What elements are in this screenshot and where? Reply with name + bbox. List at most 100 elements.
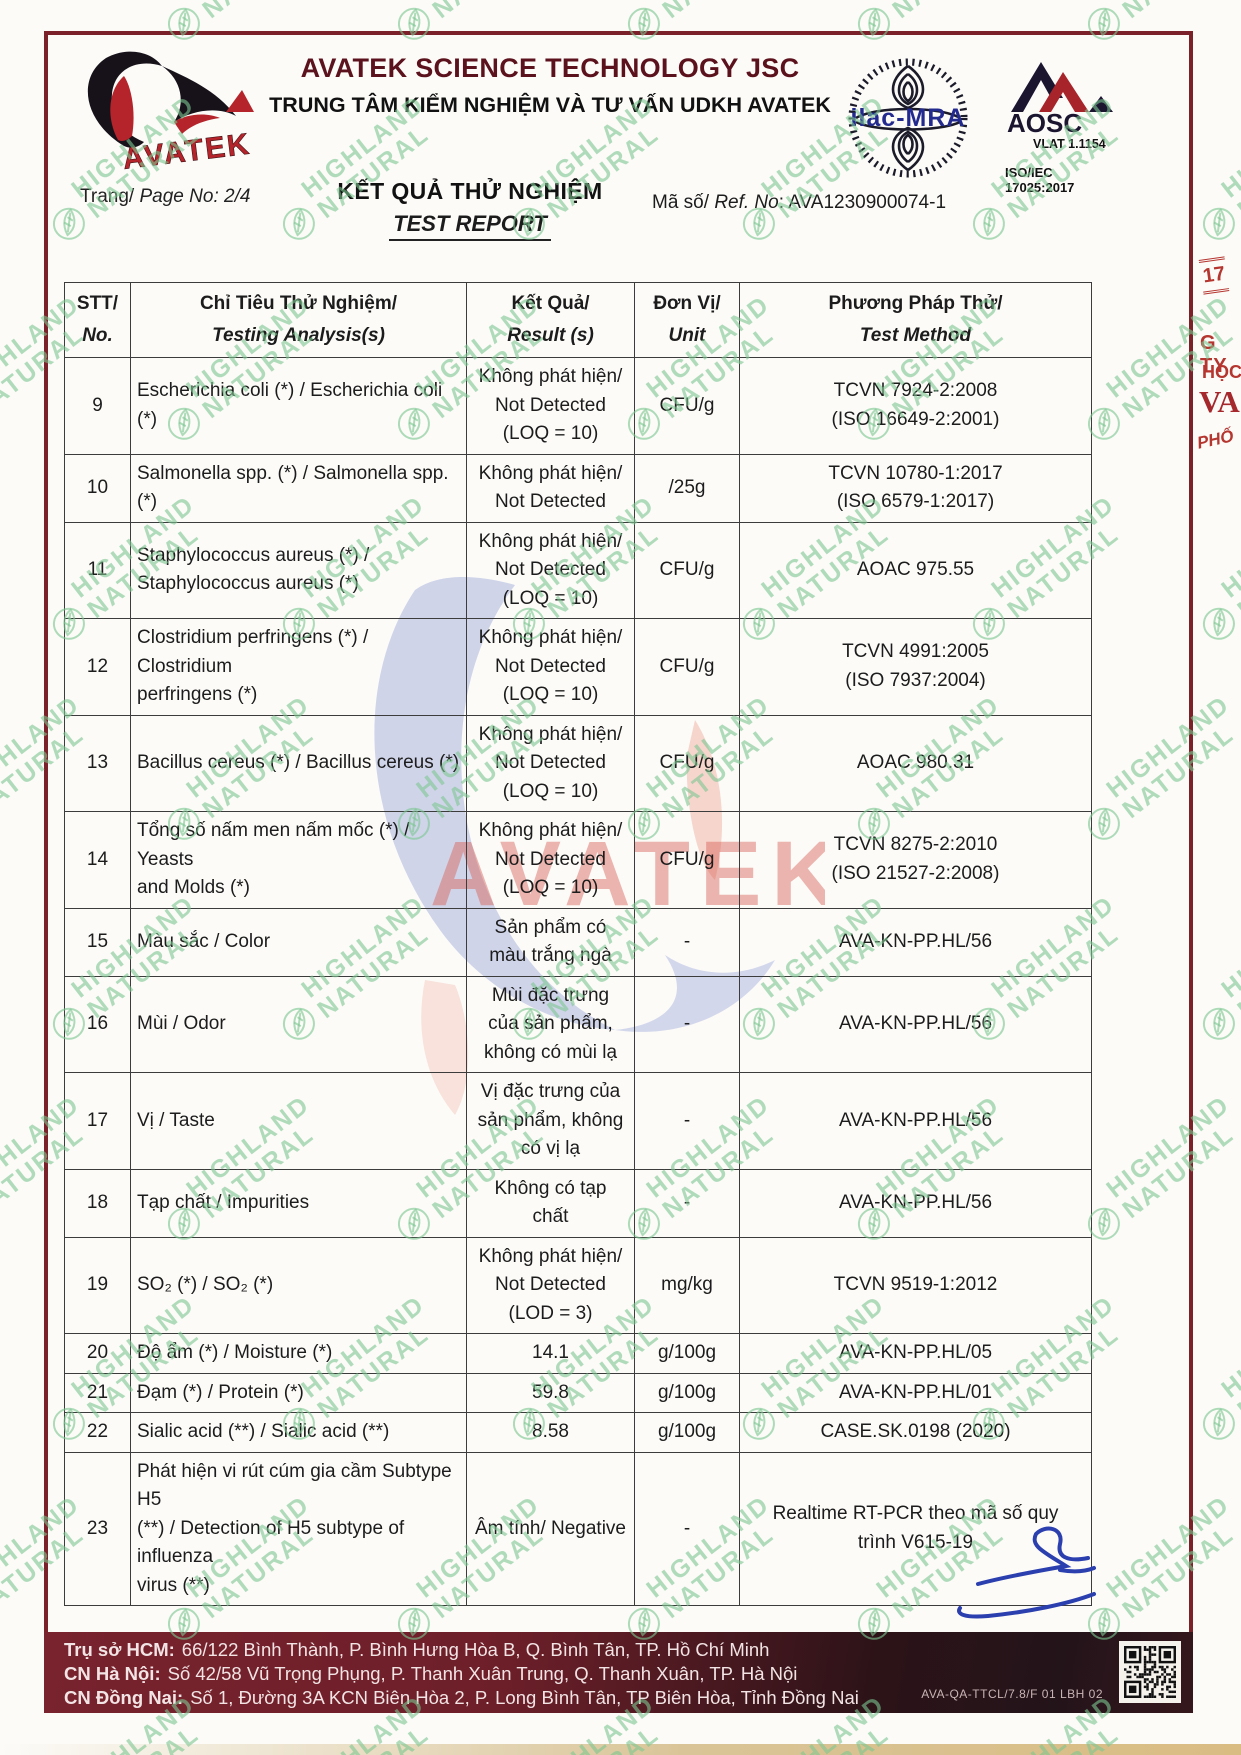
row-number-cell: 9 bbox=[64, 357, 131, 455]
table-row: 16 Mùi / Odor Mùi đặc trưng của sản phẩm, … bbox=[64, 975, 1092, 1073]
row-number-cell: 12 bbox=[64, 618, 131, 716]
desk-edge bbox=[0, 1744, 1241, 1755]
report-title-en: TEST REPORT bbox=[389, 211, 551, 241]
result-cell: Sản phẩm có màu trắng ngà bbox=[466, 907, 635, 977]
method-cell: AVA-KN-PP.HL/56 bbox=[739, 1168, 1092, 1238]
analysis-cell: Mùi / Odor bbox=[130, 975, 467, 1073]
edge-stamp-fragment: G TY bbox=[1200, 332, 1228, 377]
footer-line-dongnai: CN Đồng Nai: Số 1, Đường 3A KCN Biên Hòa … bbox=[64, 1687, 859, 1708]
watermark-text: HIGHLAND NATURAL bbox=[1216, 490, 1241, 624]
col-method: Phương Pháp Thử/Test Method bbox=[739, 282, 1092, 358]
footer-address-bar: Trụ sở HCM: 66/122 Bình Thành, P. Bình Hư… bbox=[44, 1632, 1193, 1713]
result-cell: Không có tạp chất bbox=[466, 1168, 635, 1238]
table-row: 23 Phát hiện vi rút cúm gia cầm Subtype H… bbox=[64, 1451, 1092, 1606]
analysis-cell: Clostridium perfringens (*) / Clostridiu… bbox=[130, 618, 467, 716]
method-cell: TCVN 8275-2:2010 (ISO 21527-2:2008) bbox=[739, 811, 1092, 909]
report-title-vn: KẾT QUẢ THỬ NGHIỆM bbox=[337, 178, 603, 204]
method-cell: AOAC 980.31 bbox=[739, 714, 1092, 812]
watermark-text: HIGHLAND NATURAL bbox=[1216, 1290, 1241, 1424]
unit-cell: - bbox=[634, 975, 740, 1073]
ilac-mra-text: ilac-MRA bbox=[851, 104, 966, 132]
col-analysis: Chỉ Tiêu Thử Nghiệm/Testing Analysis(s) bbox=[130, 282, 467, 358]
method-cell: TCVN 7924-2:2008 (ISO 16649-2:2001) bbox=[739, 357, 1092, 455]
row-number-cell: 17 bbox=[64, 1072, 131, 1170]
result-cell: 8.58 bbox=[466, 1412, 635, 1453]
company-name-en: AVATEK SCIENCE TECHNOLOGY JSC bbox=[300, 53, 800, 83]
result-cell: Không phát hiện/ Not Detected (LOQ = 10) bbox=[466, 714, 635, 812]
unit-cell: mg/kg bbox=[634, 1236, 740, 1334]
unit-cell: g/100g bbox=[634, 1372, 740, 1413]
unit-cell: CFU/g bbox=[634, 714, 740, 812]
table-row: 18 Tạp chất / Impurities Không có tạp chất… bbox=[64, 1168, 1092, 1238]
result-cell: Mùi đặc trưng của sản phẩm, không có mùi… bbox=[466, 975, 635, 1073]
result-cell: 59.8 bbox=[466, 1372, 635, 1413]
col-stt: STT/No. bbox=[64, 282, 131, 358]
results-table: STT/No. Chỉ Tiêu Thử Nghiệm/Testing Anal… bbox=[64, 282, 1092, 1606]
result-cell: Không phát hiện/ Not Detected (LOQ = 10) bbox=[466, 357, 635, 455]
table-row: 9 Escherichia coli (*) / Escherichia coli… bbox=[64, 357, 1092, 455]
watermark-text: HIGHLAND NATURAL bbox=[641, 0, 791, 24]
footer-line-hcm: Trụ sở HCM: 66/122 Bình Thành, P. Bình Hư… bbox=[64, 1639, 770, 1660]
method-cell: AVA-KN-PP.HL/56 bbox=[739, 907, 1092, 977]
method-cell: AVA-KN-PP.HL/01 bbox=[739, 1372, 1092, 1413]
aosc-text: AOSC bbox=[1007, 108, 1082, 134]
row-number-cell: 19 bbox=[64, 1236, 131, 1334]
unit-cell: - bbox=[634, 1451, 740, 1606]
edge-stamp-fragment: PHỐ bbox=[1195, 426, 1236, 453]
result-cell: Không phát hiện/ Not Detected (LOQ = 10) bbox=[466, 811, 635, 909]
table-row: 17 Vị / Taste Vị đặc trưng của sản phẩm, k… bbox=[64, 1072, 1092, 1170]
table-row: 13 Bacillus cereus (*) / Bacillus cereus … bbox=[64, 714, 1092, 812]
method-cell: Realtime RT-PCR theo mã số quy trình V61… bbox=[739, 1451, 1092, 1606]
unit-cell: /25g bbox=[634, 453, 740, 523]
result-cell: Vị đặc trưng của sản phẩm, không có vị l… bbox=[466, 1072, 635, 1170]
table-row: 22 Sialic acid (**) / Sialic acid (**) 8.5… bbox=[64, 1412, 1092, 1453]
reference-number: Mã số/ Ref. No: AVA1230900074-1 bbox=[652, 192, 947, 213]
analysis-cell: Tạp chất / Impurities bbox=[130, 1168, 467, 1238]
result-cell: Không phát hiện/ Not Detected (LOQ = 10) bbox=[466, 618, 635, 716]
analysis-cell: Salmonella spp. (*) / Salmonella spp. (*… bbox=[130, 453, 467, 523]
result-cell: Không phát hiện/ Not Detected bbox=[466, 453, 635, 523]
table-row: 12 Clostridium perfringens (*) / Clostrid… bbox=[64, 618, 1092, 716]
table-row: 20 Độ ẩm (*) / Moisture (*) 14.1 g/100g AVA-… bbox=[64, 1333, 1092, 1374]
signature bbox=[948, 1522, 1103, 1630]
analysis-cell: Màu sắc / Color bbox=[130, 907, 467, 977]
result-cell: Âm tính/ Negative bbox=[466, 1451, 635, 1606]
row-number-cell: 11 bbox=[64, 521, 131, 619]
unit-cell: - bbox=[634, 1072, 740, 1170]
result-cell: Không phát hiện/ Not Detected (LOD = 3) bbox=[466, 1236, 635, 1334]
aosc-logo: AOSC VLAT 1.1154 ISO/IEC 17025:2017 bbox=[1005, 56, 1125, 195]
unit-cell: CFU/g bbox=[634, 521, 740, 619]
edge-stamp-fragment: VA bbox=[1199, 384, 1240, 419]
method-cell: AOAC 975.55 bbox=[739, 521, 1092, 619]
analysis-cell: Sialic acid (**) / Sialic acid (**) bbox=[130, 1412, 467, 1453]
col-result: Kết Quả/Result (s) bbox=[466, 282, 635, 358]
row-number-cell: 16 bbox=[64, 975, 131, 1073]
row-number-cell: 10 bbox=[64, 453, 131, 523]
table-row: 10 Salmonella spp. (*) / Salmonella spp. … bbox=[64, 453, 1092, 523]
row-number-cell: 21 bbox=[64, 1372, 131, 1413]
unit-cell: g/100g bbox=[634, 1333, 740, 1374]
watermark-text: HIGHLAND NATURAL bbox=[1101, 0, 1241, 24]
table-header-row: STT/No. Chỉ Tiêu Thử Nghiệm/Testing Anal… bbox=[64, 282, 1092, 358]
document-code: AVA-QA-TTCL/7.8/F 01 LBH 02 bbox=[921, 1687, 1103, 1701]
analysis-cell: SO₂ (*) / SO₂ (*) bbox=[130, 1236, 467, 1334]
analysis-cell: Vị / Taste bbox=[130, 1072, 467, 1170]
method-cell: TCVN 10780-1:2017 (ISO 6579-1:2017) bbox=[739, 453, 1092, 523]
method-cell: AVA-KN-PP.HL/05 bbox=[739, 1333, 1092, 1374]
ilac-mra-stamp-icon: ilac-MRA bbox=[842, 56, 974, 180]
table-row: 14 Tổng số nấm men nấm mốc (*) / Yeasts a… bbox=[64, 811, 1092, 909]
row-number-cell: 15 bbox=[64, 907, 131, 977]
aosc-vlat: VLAT 1.1154 bbox=[1033, 137, 1106, 151]
table-row: 15 Màu sắc / Color Sản phẩm có màu trắng n… bbox=[64, 907, 1092, 977]
analysis-cell: Staphylococcus aureus (*) / Staphylococc… bbox=[130, 521, 467, 619]
method-cell: AVA-KN-PP.HL/56 bbox=[739, 1072, 1092, 1170]
row-number-cell: 18 bbox=[64, 1168, 131, 1238]
edge-stamp-fragment: 17 bbox=[1198, 256, 1230, 295]
table-row: 21 Đạm (*) / Protein (*) 59.8 g/100g AVA-KN-… bbox=[64, 1372, 1092, 1413]
method-cell: CASE.SK.0198 (2020) bbox=[739, 1412, 1092, 1453]
qr-code bbox=[1119, 1641, 1181, 1703]
method-cell: TCVN 4991:2005 (ISO 7937:2004) bbox=[739, 618, 1092, 716]
row-number-cell: 20 bbox=[64, 1333, 131, 1374]
row-number-cell: 22 bbox=[64, 1412, 131, 1453]
method-cell: AVA-KN-PP.HL/56 bbox=[739, 975, 1092, 1073]
